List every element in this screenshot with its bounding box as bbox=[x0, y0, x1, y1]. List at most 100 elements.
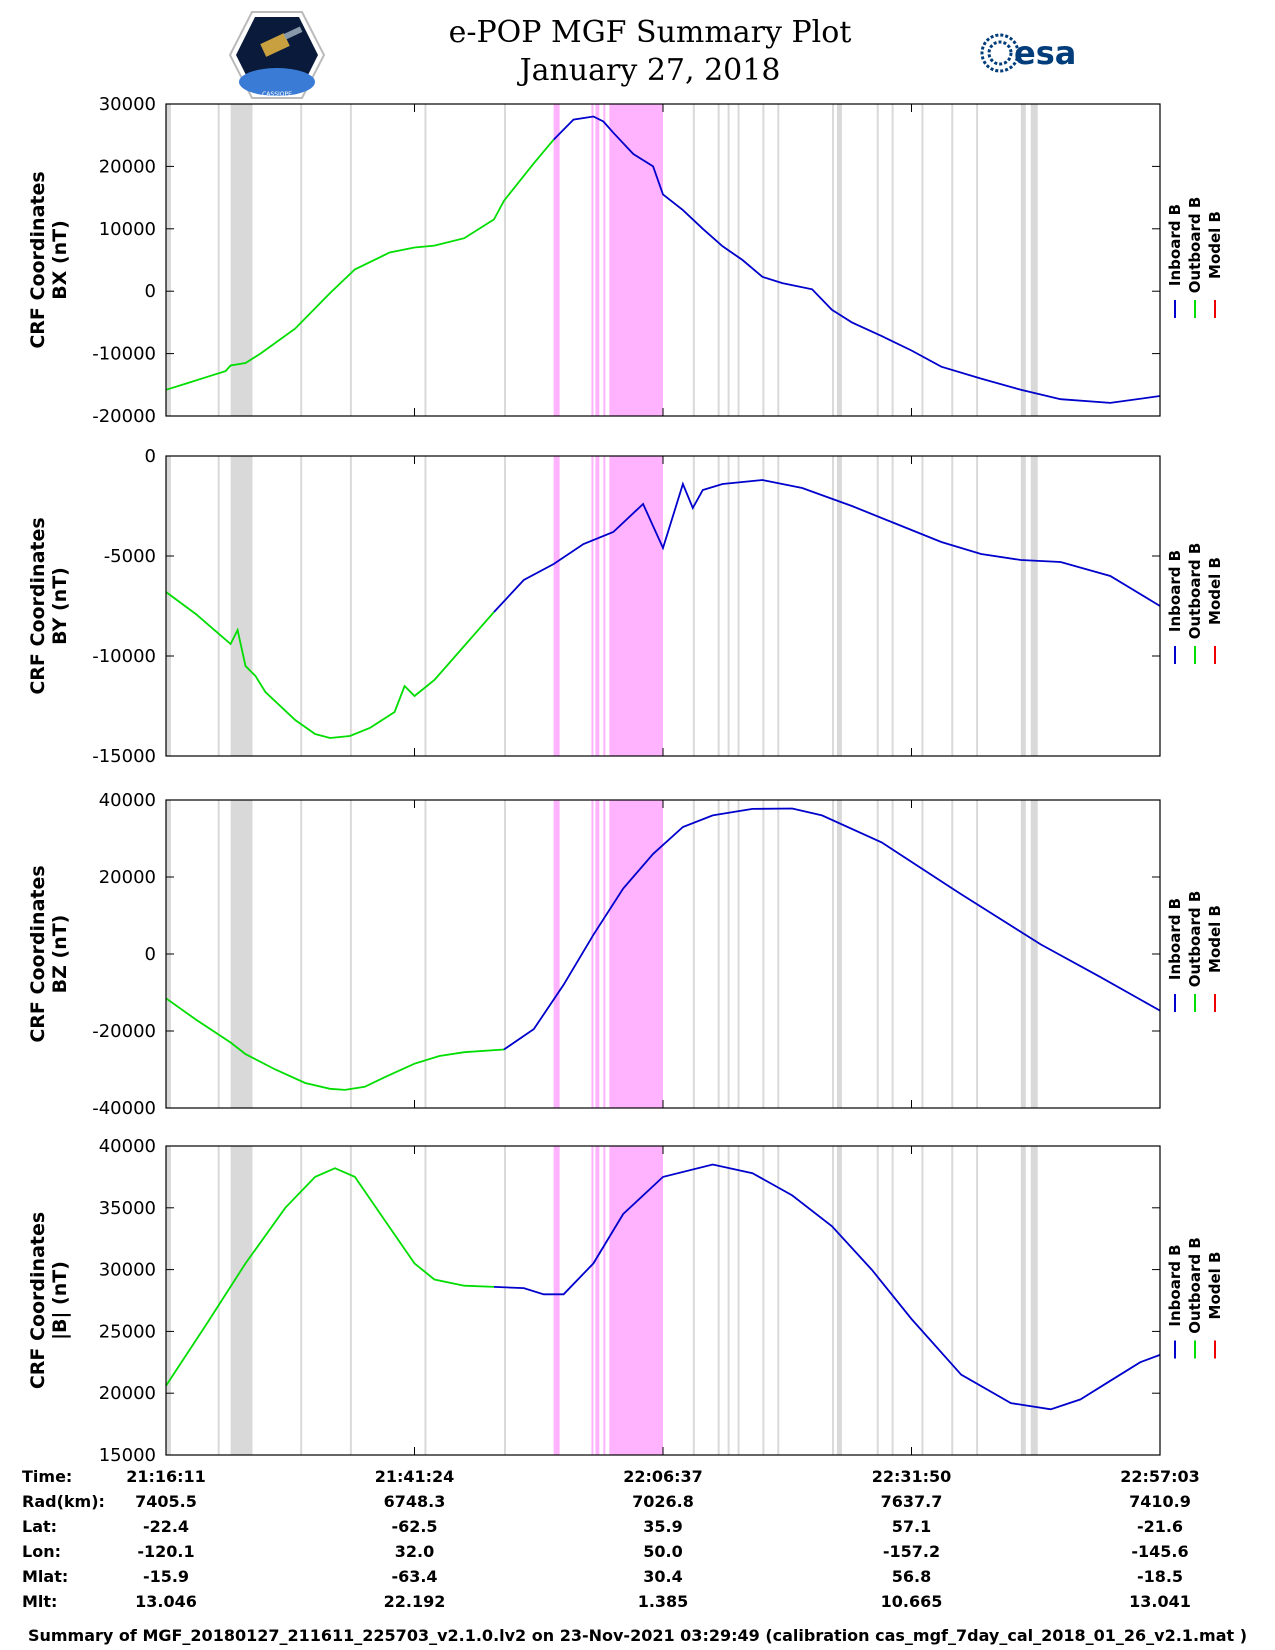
y-axis-label-line1: CRF Coordinates bbox=[27, 171, 49, 348]
gray-band bbox=[976, 1146, 979, 1455]
gray-band bbox=[876, 800, 879, 1108]
gray-band bbox=[777, 456, 780, 756]
gray-band bbox=[692, 1146, 695, 1455]
orbit-value-lon: -157.2 bbox=[883, 1542, 940, 1561]
gray-band bbox=[424, 1146, 427, 1455]
gray-band bbox=[1020, 104, 1026, 416]
orbit-value-mlat: 30.4 bbox=[643, 1567, 682, 1586]
gray-band bbox=[692, 800, 695, 1108]
legend-label: Inboard B bbox=[1166, 1244, 1184, 1326]
panel-4: 40000 35000 30000 25000 20000 15000 CRF Coordi… bbox=[27, 1136, 1224, 1466]
orbit-value-lon: 32.0 bbox=[395, 1542, 434, 1561]
gray-band bbox=[166, 1146, 171, 1455]
y-tick-label: -20000 bbox=[92, 406, 156, 427]
y-axis-label: CRF CoordinatesBX (nT) bbox=[27, 171, 71, 348]
gray-band bbox=[976, 800, 979, 1108]
series-line-inboard-b bbox=[493, 479, 1161, 613]
gray-band bbox=[1020, 800, 1026, 1108]
magenta-band bbox=[609, 800, 663, 1108]
orbit-value-lon: -120.1 bbox=[137, 1542, 194, 1561]
gray-band bbox=[951, 456, 954, 756]
gray-band bbox=[230, 456, 253, 756]
orbit-value-mlat: 56.8 bbox=[892, 1567, 931, 1586]
cassiope-logo: CASSIOPE bbox=[228, 11, 326, 99]
y-tick-label: 15000 bbox=[99, 1445, 156, 1466]
series-line-inboard-b bbox=[503, 807, 1161, 1051]
gray-band bbox=[503, 456, 506, 756]
gray-band bbox=[831, 800, 834, 1108]
orbit-row-label: Mlat: bbox=[22, 1567, 68, 1586]
orbit-value-mlat: -18.5 bbox=[1137, 1567, 1183, 1586]
orbit-value-rad: 7637.7 bbox=[881, 1492, 943, 1511]
gray-band bbox=[762, 456, 765, 756]
magenta-band bbox=[603, 1146, 606, 1455]
esa-logo: esa bbox=[980, 33, 1076, 73]
gray-band bbox=[717, 104, 720, 416]
gray-band bbox=[976, 456, 979, 756]
gray-band bbox=[217, 1146, 220, 1455]
orbit-value-rad: 6748.3 bbox=[384, 1492, 446, 1511]
gray-band bbox=[717, 800, 720, 1108]
gray-band bbox=[836, 104, 842, 416]
y-tick-label: 40000 bbox=[99, 790, 156, 811]
gray-band bbox=[737, 1146, 740, 1455]
series-line-inboard-b bbox=[493, 1163, 1161, 1411]
gray-band bbox=[891, 104, 894, 416]
gray-band bbox=[727, 800, 730, 1108]
legend-label: Outboard B bbox=[1186, 891, 1204, 988]
y-tick-label: -10000 bbox=[92, 646, 156, 667]
magenta-band bbox=[609, 1146, 663, 1455]
plot-title: e-POP MGF Summary Plot January 27, 2018 bbox=[380, 14, 920, 90]
gray-band bbox=[727, 456, 730, 756]
legend-label: Model B bbox=[1206, 905, 1224, 973]
gray-band bbox=[891, 800, 894, 1108]
gray-band bbox=[762, 1146, 765, 1455]
y-tick-label: 10000 bbox=[99, 219, 156, 240]
magenta-band bbox=[595, 104, 600, 416]
orbit-info-table: Time: Rad(km): Lat: Lon: Mlat: Mlt: 21:16:11 74… bbox=[22, 1467, 1200, 1611]
gray-band bbox=[1030, 104, 1038, 416]
gray-band bbox=[1030, 456, 1038, 756]
gray-band bbox=[230, 104, 253, 416]
gray-band bbox=[1020, 456, 1026, 756]
y-tick-label: 30000 bbox=[99, 1260, 156, 1281]
y-tick-label: 0 bbox=[145, 446, 156, 467]
gray-band bbox=[891, 456, 894, 756]
legend-label: Inboard B bbox=[1166, 898, 1184, 980]
magenta-band bbox=[595, 800, 600, 1108]
y-tick-label: 25000 bbox=[99, 1321, 156, 1342]
legend-label: Model B bbox=[1206, 557, 1224, 625]
magenta-band bbox=[591, 456, 594, 756]
orbit-value-rad: 7026.8 bbox=[632, 1492, 694, 1511]
gray-band bbox=[737, 800, 740, 1108]
orbit-row-label: Time: bbox=[22, 1467, 72, 1486]
gray-band bbox=[762, 800, 765, 1108]
gray-band bbox=[777, 104, 780, 416]
panel-1: 30000 20000 10000 0 -10000 -20000 CRF Coordina… bbox=[27, 94, 1224, 427]
orbit-value-time: 22:06:37 bbox=[623, 1467, 703, 1486]
cassiope-logo-text: CASSIOPE bbox=[262, 91, 292, 98]
magenta-band bbox=[603, 456, 606, 756]
gray-band bbox=[951, 104, 954, 416]
y-tick-label: 20000 bbox=[99, 1383, 156, 1404]
orbit-value-mlt: 13.046 bbox=[135, 1592, 197, 1611]
orbit-row-label: Lat: bbox=[22, 1517, 57, 1536]
panel-2: 0 -5000 -10000 -15000 CRF CoordinatesBY (nT)… bbox=[27, 446, 1224, 767]
y-tick-label: 40000 bbox=[99, 1136, 156, 1157]
orbit-value-mlat: -63.4 bbox=[391, 1567, 437, 1586]
series-line-inboard-b bbox=[553, 115, 1161, 404]
magenta-band bbox=[609, 456, 663, 756]
gray-band bbox=[300, 1146, 303, 1455]
y-tick-label: 30000 bbox=[99, 94, 156, 115]
gray-band bbox=[230, 800, 253, 1108]
gray-band bbox=[727, 1146, 730, 1455]
orbit-value-rad: 7410.9 bbox=[1129, 1492, 1191, 1511]
y-axis-label: CRF CoordinatesBY (nT) bbox=[27, 517, 71, 694]
legend-label: Model B bbox=[1206, 211, 1224, 279]
gray-band bbox=[717, 1146, 720, 1455]
esa-logo-text: esa bbox=[1014, 34, 1076, 72]
gray-band bbox=[876, 1146, 879, 1455]
orbit-value-lat: 35.9 bbox=[643, 1517, 682, 1536]
gray-band bbox=[921, 456, 924, 756]
